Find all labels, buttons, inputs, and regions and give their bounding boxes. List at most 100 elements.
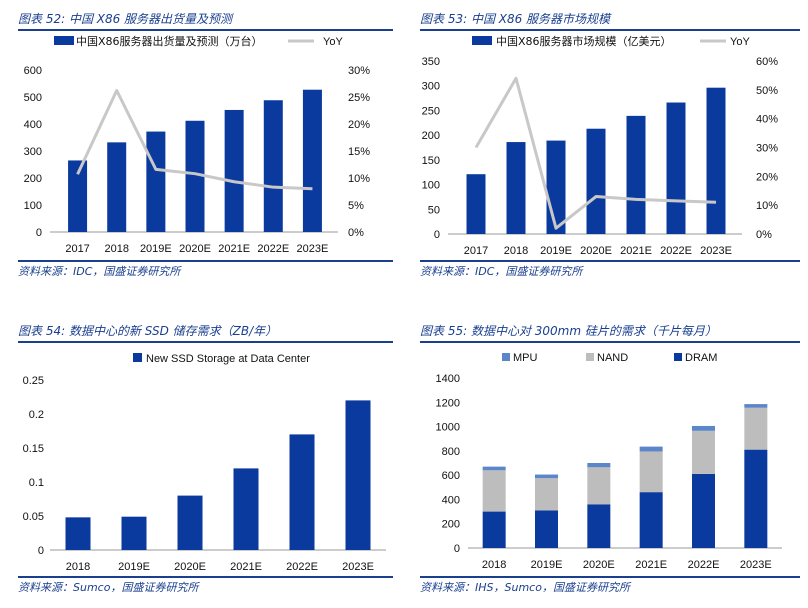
bar [65, 517, 91, 550]
chart-market-size: 0 50 100 150 200 250 300 350 0% 10% 20% 30% 40% 50% 60… [422, 34, 779, 257]
y2-tick-label: 0% [348, 227, 364, 239]
x-tick-label: 2023E [342, 561, 374, 573]
bar-segment-mpu [744, 404, 768, 408]
y2-tick-label: 40% [756, 114, 778, 126]
x-tick-label: 2018 [504, 245, 528, 257]
legend-swatch-mpu [502, 353, 510, 361]
y-tick-label: 0.1 [29, 477, 44, 489]
y-tick-label: 200 [24, 173, 42, 185]
chart-panel-52: 图表 52: 中国 X86 服务器出货量及预测 0 100 200 300 400 500… [18, 10, 393, 280]
y2-tick-label: 5% [348, 200, 364, 212]
legend-swatch-nand [586, 353, 594, 361]
y-tick-label: 50 [428, 204, 440, 216]
y-tick-label: 150 [422, 155, 440, 167]
x-tick-label: 2020E [179, 243, 211, 255]
panel-title: 图表 52: 中国 X86 服务器出货量及预测 [18, 12, 233, 26]
x-tick-label: 2019E [540, 245, 572, 257]
bar [289, 434, 315, 550]
bar-segment-dram [639, 492, 663, 548]
panel-title: 图表 54: 数据中心的新 SSD 储存需求（ZB/年） [18, 324, 278, 338]
legend-label: 中国X86服务器出货量及预测（万台） [76, 34, 263, 48]
bar [546, 140, 566, 234]
title-rule [18, 29, 393, 31]
y-tick-label: 1200 [436, 397, 460, 409]
x-tick-label: 2018 [66, 561, 90, 573]
bar [706, 87, 726, 234]
legend-label: YoY [730, 36, 750, 48]
legend-label: DRAM [685, 352, 717, 364]
bar-segment-dram [692, 473, 715, 548]
y-tick-label: 200 [442, 519, 460, 531]
x-tick-label: 2023E [297, 243, 329, 255]
chart-shipment: 0 100 200 300 400 500 600 0% 5% 10% 15% 20% 25% 30% 20… [24, 34, 371, 255]
y2-tick-label: 20% [348, 119, 370, 131]
source-rule [420, 260, 800, 262]
x-tick-label: 2019E [531, 559, 563, 571]
x-tick-label: 2021E [635, 559, 667, 571]
bar [177, 495, 203, 550]
y2-tick-label: 15% [348, 146, 370, 158]
y-tick-label: 400 [24, 119, 42, 131]
title-rule [420, 29, 800, 31]
y-tick-label: 600 [24, 65, 42, 77]
y-tick-label: 1400 [436, 373, 460, 385]
y2-tick-label: 30% [348, 65, 370, 77]
x-tick-label: 2022E [257, 243, 289, 255]
bar [666, 102, 686, 235]
bar-segment-dram [744, 449, 768, 548]
x-tick-label: 2022E [286, 561, 318, 573]
source-rule [18, 576, 393, 578]
bar-segment-dram [587, 504, 611, 548]
bar [121, 516, 147, 550]
y-tick-label: 350 [422, 56, 440, 68]
bar-segment-dram [482, 511, 506, 548]
chart-panel-54: 图表 54: 数据中心的新 SSD 储存需求（ZB/年） 0 0.05 0.1 0.1… [18, 322, 393, 598]
bar [68, 160, 88, 232]
y-tick-label: 100 [24, 200, 42, 212]
x-tick-label: 2018 [104, 243, 128, 255]
bar-segment-mpu [535, 474, 558, 479]
x-tick-label: 2021E [620, 245, 652, 257]
y-tick-label: 0.15 [23, 443, 44, 455]
y-tick-label: 400 [442, 494, 460, 506]
bar [146, 131, 166, 232]
y-tick-label: 1000 [436, 422, 460, 434]
title-rule [420, 341, 800, 343]
y-tick-label: 0 [38, 545, 44, 557]
x-tick-label: 2017 [65, 243, 89, 255]
x-tick-label: 2020E [583, 559, 615, 571]
bar [233, 468, 259, 550]
bar [626, 115, 646, 234]
y-tick-label: 800 [442, 446, 460, 458]
x-tick-label: 2020E [174, 561, 206, 573]
y2-tick-label: 30% [756, 143, 778, 155]
x-tick-label: 2018 [482, 559, 506, 571]
x-tick-label: 2023E [700, 245, 732, 257]
source-note: 资料来源：Sumco，国盛证券研究所 [18, 581, 199, 594]
bar [506, 142, 526, 234]
yoy-line [474, 76, 717, 230]
x-tick-label: 2020E [580, 245, 612, 257]
y2-tick-label: 10% [348, 173, 370, 185]
legend-label: 中国X86服务器市场规模（亿美元） [496, 34, 672, 48]
source-note: 资料来源：IDC，国盛证券研究所 [18, 265, 181, 278]
title-rule [18, 341, 393, 343]
bar-segment-nand [692, 430, 715, 474]
y2-tick-label: 10% [756, 200, 778, 212]
y-tick-label: 250 [422, 105, 440, 117]
y2-tick-label: 25% [348, 92, 370, 104]
bar-segment-mpu [639, 446, 663, 452]
y-tick-label: 0 [434, 229, 440, 241]
bar-segment-nand [587, 467, 611, 505]
legend-swatch-bar [472, 36, 492, 45]
bar [345, 400, 371, 550]
legend-label: NAND [597, 352, 628, 364]
bar [263, 100, 283, 233]
x-tick-label: 2019E [140, 243, 172, 255]
chart-ssd-storage: 0 0.05 0.1 0.15 0.2 0.25 2018 2019E 2020E 2021E 20… [23, 353, 386, 573]
x-tick-label: 2023E [740, 559, 772, 571]
legend-label: YoY [323, 36, 343, 48]
y-tick-label: 100 [422, 180, 440, 192]
x-tick-label: 2017 [464, 245, 488, 257]
y-tick-label: 0.25 [23, 375, 44, 387]
